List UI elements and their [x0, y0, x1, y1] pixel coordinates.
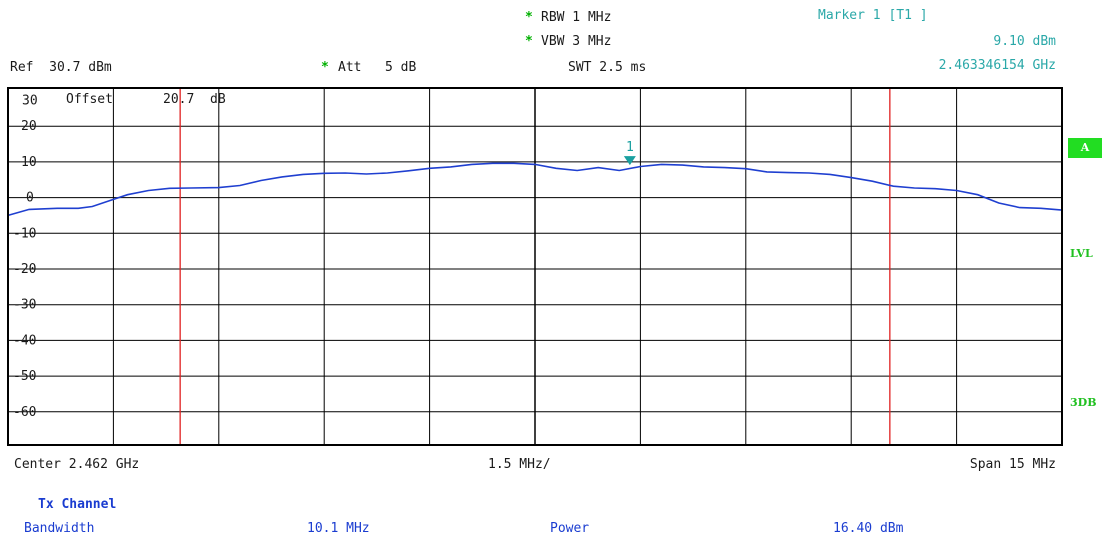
- attenuation: Att 5 dB: [338, 60, 417, 75]
- marker-triangle: [623, 156, 636, 166]
- y-tick-label: 10: [21, 155, 37, 170]
- vbw-label: VBW 3 MHz: [541, 34, 612, 49]
- plot-frame: [7, 87, 1063, 446]
- marker-label: 1: [626, 140, 634, 155]
- marker-1: 1: [623, 140, 636, 166]
- trace-a-label: A: [1068, 138, 1102, 158]
- y-tick-label: -50: [13, 369, 36, 384]
- limit-lines: [179, 88, 891, 445]
- bandwidth-label: Bandwidth: [24, 521, 95, 536]
- att-star: *: [321, 60, 329, 75]
- rbw-label: RBW 1 MHz: [541, 10, 612, 25]
- y-tick-label: -60: [13, 405, 36, 420]
- offset-value: 20.7: [163, 92, 194, 107]
- rbw-star: *: [525, 10, 533, 25]
- 3db-label: 3DB: [1070, 396, 1097, 409]
- tx-channel-title: Tx Channel: [38, 497, 117, 512]
- grid: [8, 88, 1062, 445]
- center-frequency: Center 2.462 GHz: [14, 457, 140, 472]
- vbw-star: *: [525, 34, 533, 49]
- y-tick-label: -40: [13, 333, 36, 348]
- lvl-label: LVL: [1070, 247, 1093, 260]
- power-value: 16.40 dBm: [833, 521, 904, 536]
- bandwidth-value: 10.1 MHz: [307, 521, 370, 536]
- division-label: 1.5 MHz/: [488, 457, 551, 472]
- swt-label: SWT 2.5 ms: [568, 60, 647, 75]
- y-tick-labels: 30 20 10 0 -10 -20 -30 -40 -50 -60: [13, 93, 38, 419]
- y-tick-label: -30: [13, 298, 36, 313]
- y-tick-label: 20: [21, 119, 37, 134]
- y-tick-label: 0: [26, 191, 34, 206]
- offset-label: Offset: [66, 92, 113, 107]
- y-tick-label: -20: [13, 262, 36, 277]
- ref-level: Ref 30.7 dBm: [10, 60, 112, 75]
- spectrum-trace: [7, 162, 1063, 217]
- marker-title: Marker 1 [T1 ]: [818, 8, 928, 23]
- offset-unit: dB: [210, 92, 226, 107]
- y-tick-label: 30: [22, 93, 38, 108]
- power-label: Power: [550, 521, 590, 536]
- marker-frequency: 2.463346154 GHz: [938, 58, 1056, 73]
- marker-level: 9.10 dBm: [993, 34, 1056, 49]
- span-label: Span 15 MHz: [969, 457, 1056, 472]
- y-tick-label: -10: [13, 226, 36, 241]
